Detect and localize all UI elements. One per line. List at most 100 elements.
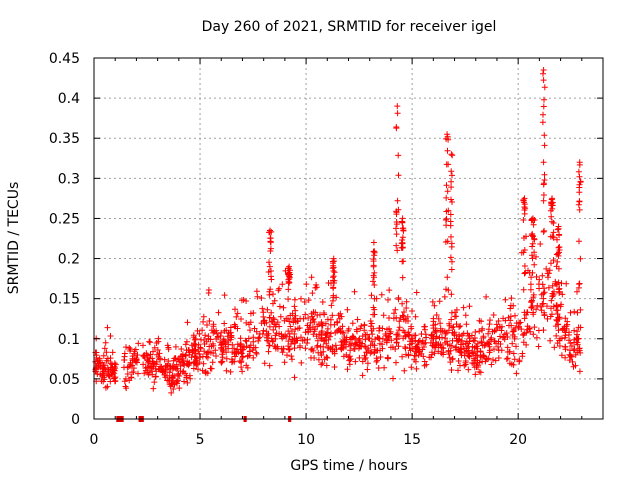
data-point [428, 351, 435, 358]
data-point [371, 282, 378, 288]
data-point [537, 241, 544, 247]
data-point [396, 324, 403, 331]
data-point [199, 367, 206, 374]
data-point [206, 343, 213, 350]
data-point [507, 302, 514, 309]
y-tick-label: 0 [71, 412, 80, 428]
data-point [181, 378, 187, 385]
data-point [286, 318, 293, 325]
data-point [202, 368, 209, 375]
data-point [325, 280, 332, 286]
data-point [491, 346, 497, 353]
data-point [369, 331, 376, 338]
data-point [181, 362, 188, 369]
data-point [260, 309, 267, 316]
data-point [448, 343, 455, 349]
data-point [541, 132, 548, 139]
data-point [399, 300, 406, 307]
data-point [285, 346, 292, 353]
data-point [270, 291, 276, 298]
data-point [289, 310, 296, 317]
data-point [527, 281, 534, 288]
data-point [291, 374, 298, 381]
data-point [275, 287, 282, 294]
data-point [420, 353, 427, 360]
data-point [289, 356, 295, 363]
data-point [403, 298, 410, 305]
data-point [266, 259, 272, 266]
data-point [567, 353, 574, 360]
data-point [245, 335, 252, 342]
data-point [371, 248, 378, 255]
data-point [147, 363, 154, 370]
data-point [488, 334, 495, 341]
data-point [471, 357, 478, 364]
data-point [302, 311, 309, 318]
data-point [354, 328, 360, 335]
data-point [448, 184, 455, 191]
data-point [486, 341, 493, 348]
data-point [261, 317, 268, 324]
data-point [106, 373, 113, 380]
data-point [243, 362, 250, 369]
data-point [465, 340, 471, 347]
data-point [356, 354, 363, 361]
data-point [342, 339, 349, 346]
data-point [344, 306, 351, 313]
data-point [530, 331, 537, 338]
data-point [135, 340, 142, 347]
data-point [540, 103, 547, 110]
data-point [569, 358, 576, 365]
data-point [239, 347, 246, 353]
data-point [339, 323, 346, 330]
data-point [399, 353, 406, 360]
data-point [393, 124, 400, 130]
data-point [384, 326, 390, 333]
data-point [242, 337, 249, 344]
y-tick-label: 0.25 [49, 211, 80, 227]
data-point [453, 321, 460, 328]
data-point [323, 362, 330, 369]
data-point [225, 337, 232, 344]
data-point [551, 344, 558, 351]
data-point [291, 303, 298, 310]
data-point [271, 321, 278, 327]
data-point [169, 380, 175, 387]
data-point [263, 328, 270, 335]
data-point [298, 295, 304, 302]
data-point [521, 210, 528, 217]
data-point [330, 260, 336, 267]
data-point [343, 343, 349, 350]
data-point [536, 276, 543, 283]
data-point [194, 355, 201, 362]
data-point [508, 322, 515, 329]
data-point [126, 344, 133, 351]
data-point [543, 265, 550, 272]
data-point [164, 342, 171, 349]
data-point [224, 333, 231, 340]
data-point [201, 341, 208, 347]
data-point [327, 316, 334, 323]
data-point [285, 296, 292, 303]
data-point [571, 336, 578, 343]
data-point [322, 331, 329, 338]
data-point [566, 337, 572, 344]
data-point [421, 323, 428, 330]
data-point [529, 240, 536, 247]
data-point [169, 372, 176, 379]
data-point [300, 315, 307, 322]
data-point [164, 362, 171, 369]
data-point [250, 310, 257, 316]
data-point [466, 333, 473, 339]
data-point [479, 342, 486, 349]
data-point [351, 288, 358, 295]
data-point [511, 333, 518, 340]
data-point [444, 147, 451, 154]
data-point [190, 332, 197, 339]
data-point [535, 343, 542, 350]
data-point [575, 168, 582, 175]
data-point [359, 372, 366, 379]
data-point [373, 358, 380, 365]
data-point [553, 303, 560, 310]
